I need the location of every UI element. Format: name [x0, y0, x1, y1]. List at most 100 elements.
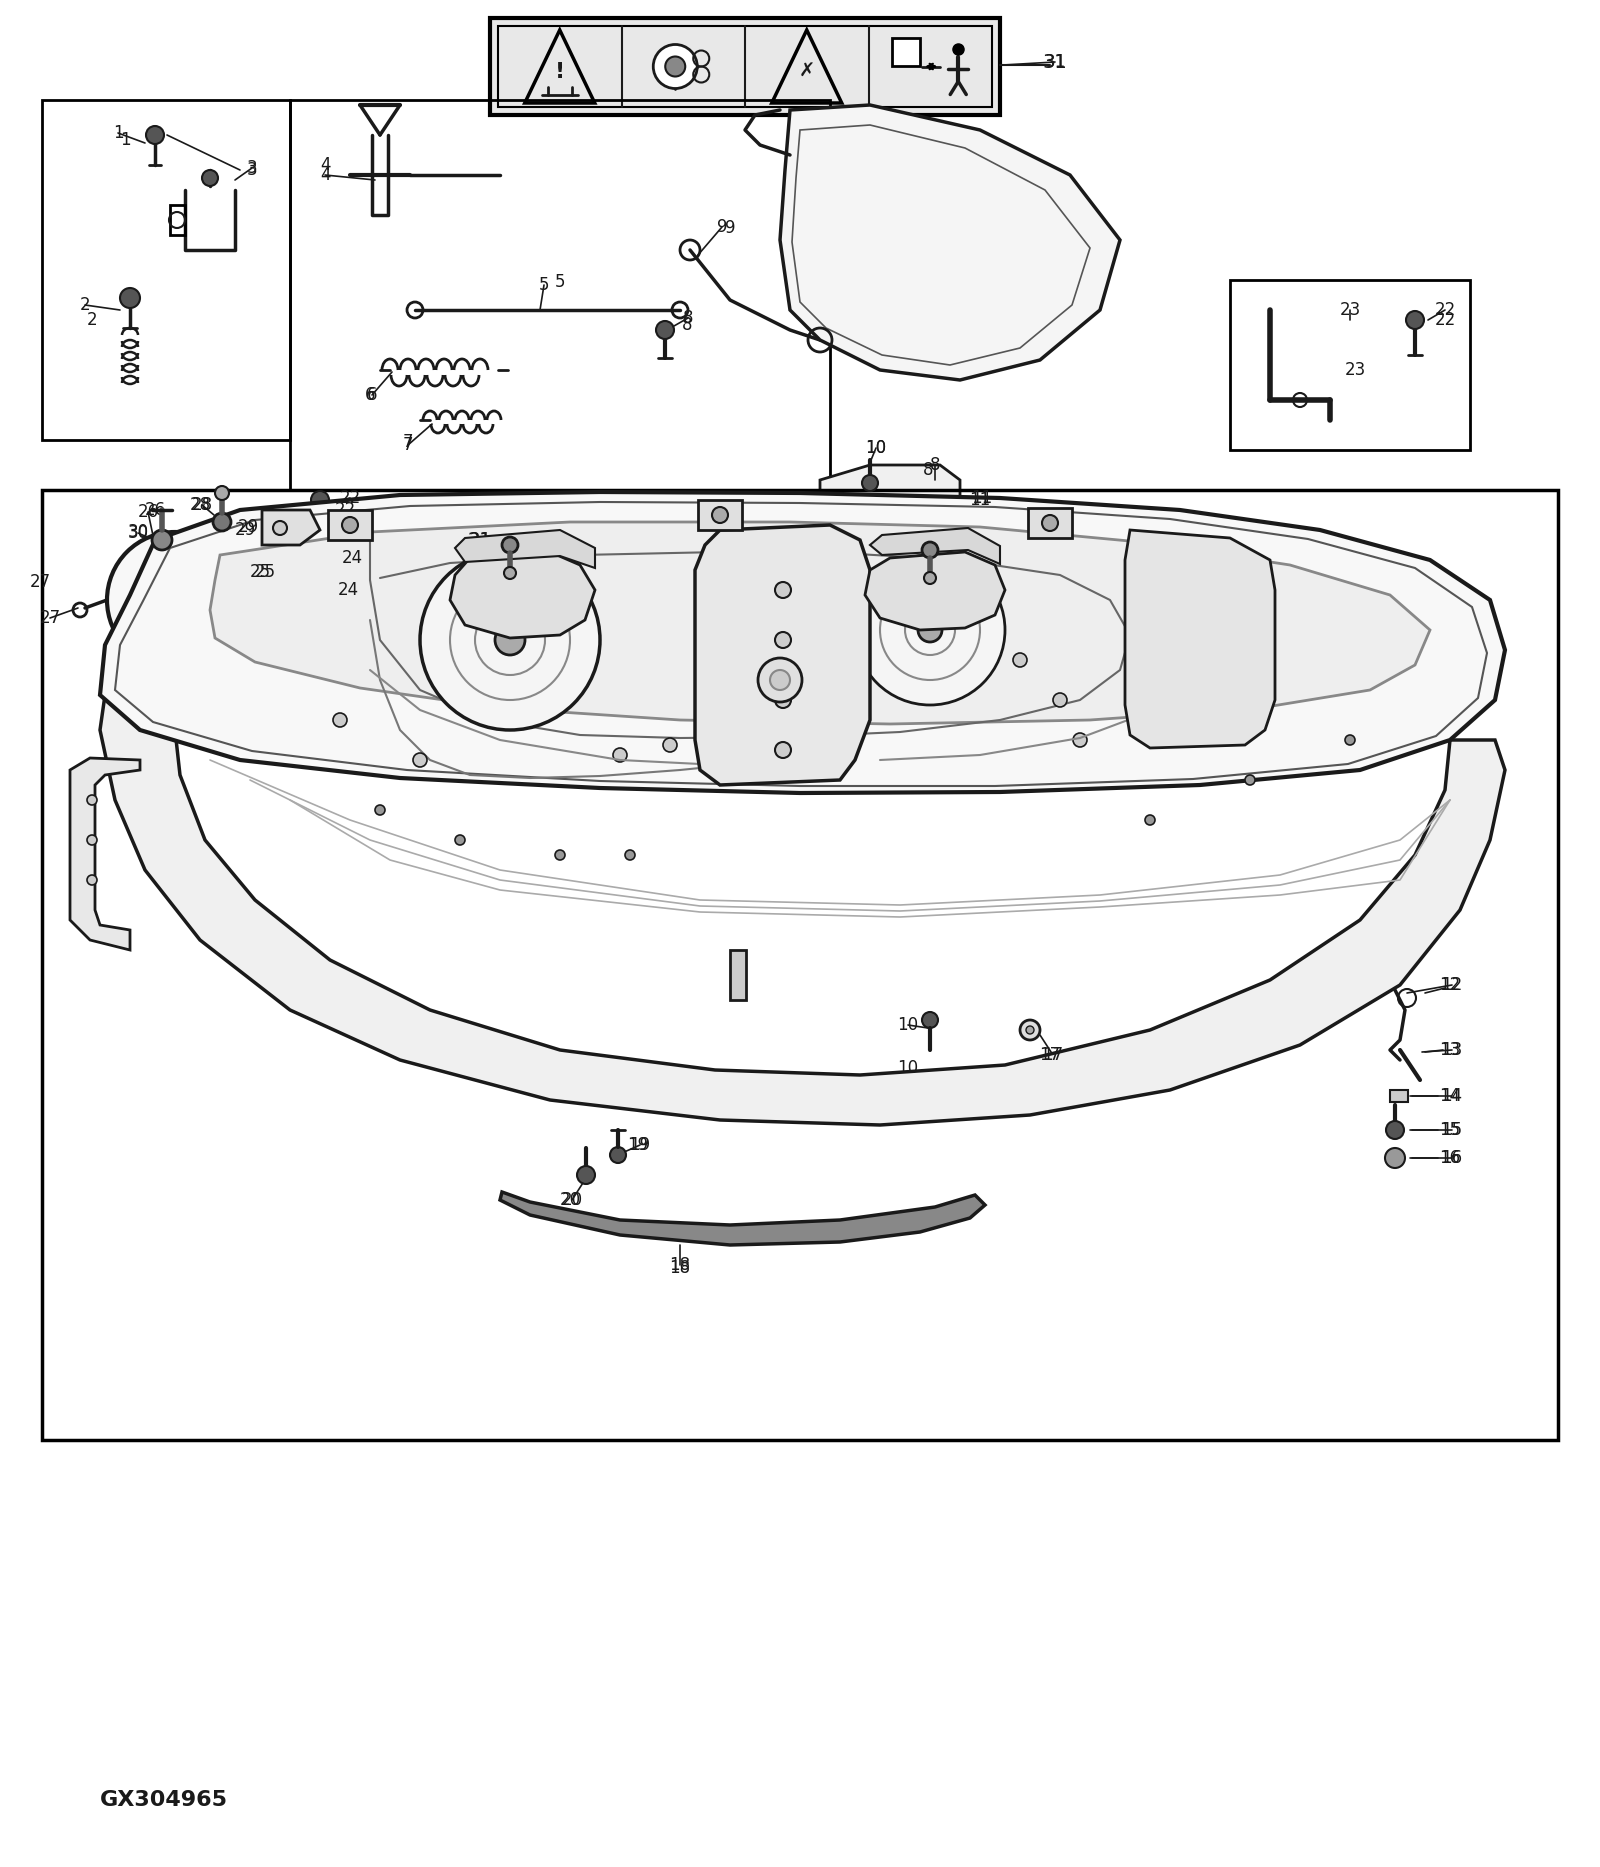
Polygon shape [454, 530, 595, 568]
Text: !: ! [555, 62, 565, 82]
Text: 21: 21 [469, 530, 491, 549]
Circle shape [1346, 736, 1355, 745]
Circle shape [163, 588, 187, 612]
Circle shape [213, 513, 230, 530]
Text: 11: 11 [970, 491, 990, 510]
Circle shape [626, 849, 635, 861]
Circle shape [413, 752, 427, 767]
Circle shape [1245, 775, 1254, 784]
Polygon shape [70, 758, 141, 950]
Polygon shape [694, 525, 870, 784]
Circle shape [925, 571, 936, 584]
Text: 10: 10 [898, 1059, 918, 1077]
Text: 8: 8 [923, 461, 933, 480]
Circle shape [862, 474, 878, 491]
Circle shape [1194, 704, 1206, 717]
Text: 17: 17 [1040, 1046, 1061, 1064]
Text: 6: 6 [366, 386, 378, 403]
Circle shape [421, 551, 600, 730]
Circle shape [146, 125, 165, 144]
Circle shape [454, 835, 466, 846]
Polygon shape [866, 553, 1005, 629]
Text: 4: 4 [320, 166, 330, 185]
Text: 28: 28 [192, 497, 213, 513]
Circle shape [86, 835, 98, 846]
Text: 10: 10 [866, 439, 886, 457]
Text: 8: 8 [683, 310, 693, 327]
Polygon shape [262, 510, 320, 545]
Text: 27: 27 [40, 609, 61, 627]
Circle shape [1146, 816, 1155, 825]
Text: 12: 12 [1442, 976, 1462, 993]
Polygon shape [101, 695, 1506, 1126]
Text: 7: 7 [403, 437, 413, 454]
Text: 11: 11 [971, 489, 992, 508]
Text: 16: 16 [1442, 1148, 1462, 1167]
Text: 25: 25 [250, 564, 270, 581]
Circle shape [922, 541, 938, 558]
Text: 5: 5 [539, 276, 549, 293]
Bar [498, 26, 992, 106]
Polygon shape [819, 465, 960, 560]
Bar [698, 500, 742, 530]
Text: 31: 31 [1045, 52, 1066, 71]
Circle shape [1026, 1027, 1034, 1034]
Polygon shape [870, 528, 1000, 564]
Text: 19: 19 [627, 1135, 648, 1154]
Bar [42, 101, 290, 441]
Circle shape [922, 1012, 938, 1029]
Text: 30: 30 [128, 525, 149, 541]
Circle shape [214, 485, 229, 500]
Text: 3: 3 [246, 159, 258, 177]
Circle shape [202, 170, 218, 187]
Bar [1390, 1090, 1408, 1102]
Bar [170, 205, 186, 235]
Circle shape [86, 795, 98, 805]
Circle shape [1406, 312, 1424, 329]
Circle shape [774, 633, 790, 648]
Text: 18: 18 [669, 1256, 691, 1273]
Bar [1230, 280, 1470, 450]
Text: 25: 25 [254, 564, 275, 581]
Text: 14: 14 [1440, 1087, 1461, 1105]
Bar [1027, 508, 1072, 538]
Circle shape [774, 741, 790, 758]
Circle shape [374, 805, 386, 816]
Bar [893, 37, 920, 65]
Circle shape [578, 1167, 595, 1184]
Circle shape [310, 491, 330, 510]
Circle shape [662, 737, 677, 752]
Text: GX304965: GX304965 [101, 1790, 229, 1809]
Circle shape [1042, 515, 1058, 530]
Bar [490, 19, 1000, 116]
Text: 23: 23 [1344, 360, 1366, 379]
Circle shape [86, 876, 98, 885]
Text: 23: 23 [1339, 301, 1360, 319]
Text: 30: 30 [128, 523, 149, 541]
Circle shape [918, 618, 942, 642]
Circle shape [1021, 1019, 1040, 1040]
Circle shape [774, 693, 790, 708]
Text: ✗: ✗ [798, 62, 814, 80]
Bar [730, 950, 746, 1001]
Circle shape [120, 288, 141, 308]
Text: 10: 10 [898, 1016, 918, 1034]
Text: 5: 5 [555, 273, 565, 291]
Text: 15: 15 [1440, 1120, 1461, 1139]
Text: 15: 15 [1442, 1120, 1462, 1139]
Text: 29: 29 [237, 517, 259, 536]
Circle shape [502, 538, 518, 553]
Text: 24: 24 [338, 581, 358, 599]
Polygon shape [101, 493, 1506, 793]
Circle shape [1386, 1120, 1405, 1139]
Text: 13: 13 [1442, 1042, 1462, 1059]
Text: 22: 22 [1434, 301, 1456, 319]
Text: 18: 18 [669, 1258, 691, 1277]
Text: 7: 7 [403, 433, 413, 452]
Circle shape [712, 508, 728, 523]
Circle shape [854, 554, 1005, 706]
Text: 2: 2 [80, 297, 90, 314]
Circle shape [494, 625, 525, 655]
Text: 1: 1 [112, 123, 123, 142]
Circle shape [1386, 1148, 1405, 1169]
